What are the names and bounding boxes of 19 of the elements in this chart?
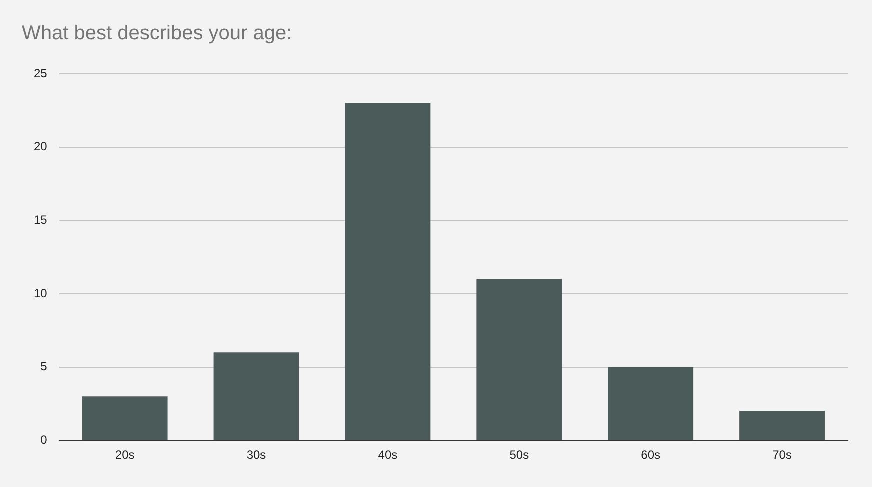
bar bbox=[82, 396, 168, 440]
y-tick-label: 10 bbox=[34, 286, 48, 300]
x-tick-label: 30s bbox=[246, 448, 266, 462]
bar bbox=[345, 103, 431, 440]
y-tick-label: 0 bbox=[40, 432, 48, 447]
y-tick-label: 20 bbox=[34, 140, 48, 154]
bar bbox=[740, 411, 825, 440]
x-tick-label: 60s bbox=[641, 448, 661, 462]
x-tick-label: 70s bbox=[772, 448, 792, 462]
bar bbox=[608, 367, 694, 440]
y-tick-label: 25 bbox=[34, 66, 48, 80]
bar bbox=[476, 279, 562, 440]
x-tick-label: 20s bbox=[115, 448, 135, 462]
y-tick-label: 5 bbox=[40, 360, 48, 374]
chart-title: What best describes your age: bbox=[22, 22, 292, 45]
x-tick-label: 40s bbox=[378, 448, 398, 462]
y-tick-label: 15 bbox=[34, 212, 48, 227]
x-tick-label: 50s bbox=[510, 448, 530, 462]
bar bbox=[214, 352, 300, 440]
